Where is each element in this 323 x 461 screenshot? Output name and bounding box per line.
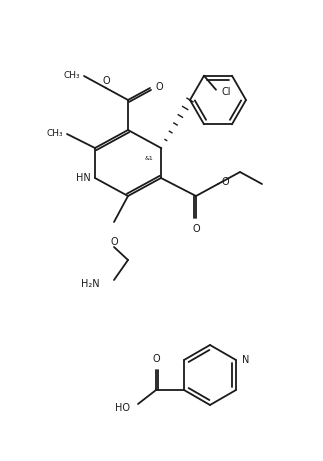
- Text: O: O: [102, 76, 110, 86]
- Text: N: N: [242, 355, 249, 365]
- Text: O: O: [222, 177, 230, 187]
- Text: HO: HO: [115, 403, 130, 413]
- Text: HN: HN: [76, 173, 91, 183]
- Text: O: O: [192, 224, 200, 234]
- Text: H₂N: H₂N: [81, 279, 100, 289]
- Text: CH₃: CH₃: [63, 71, 80, 81]
- Text: Cl: Cl: [221, 87, 231, 97]
- Text: O: O: [110, 237, 118, 247]
- Text: O: O: [155, 82, 162, 92]
- Text: O: O: [152, 354, 160, 364]
- Text: CH₃: CH₃: [47, 130, 63, 138]
- Text: &1: &1: [145, 156, 153, 161]
